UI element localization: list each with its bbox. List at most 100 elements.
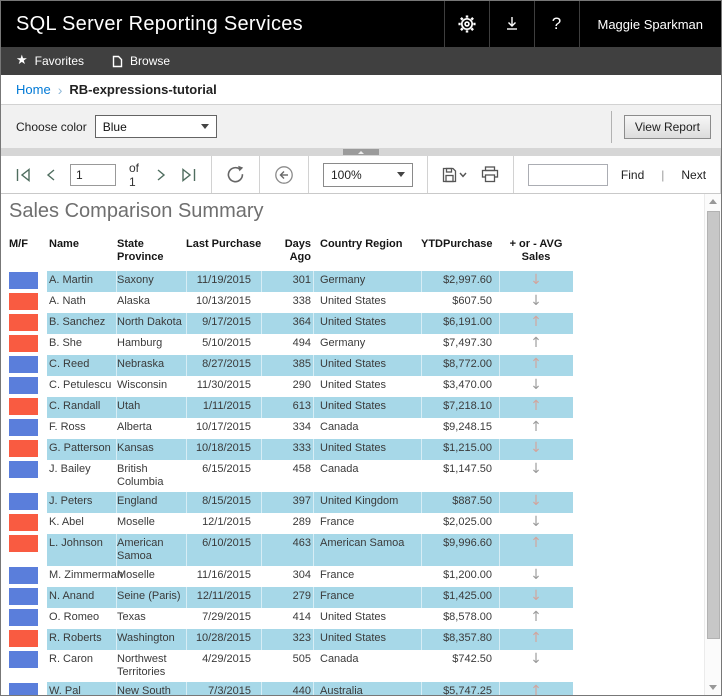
scroll-up-button[interactable] — [705, 194, 722, 209]
refresh-icon[interactable] — [226, 165, 245, 184]
state-cell: Moselle — [117, 569, 155, 581]
gender-cell — [9, 513, 47, 534]
days-ago-cell: 397 — [261, 492, 313, 513]
down-arrow-icon: ↓ — [530, 440, 542, 456]
row-band: B. She Hamburg 5/10/2015 494 Germany $7,497.3… — [47, 334, 573, 355]
vertical-scrollbar[interactable] — [704, 194, 721, 695]
row-band: G. Patterson Kansas 10/18/2015 333 United St… — [47, 439, 573, 460]
first-page-button[interactable] — [15, 167, 32, 182]
up-arrow-icon: ↑ — [530, 609, 542, 625]
blue-swatch — [9, 588, 38, 605]
download-button[interactable] — [488, 1, 534, 47]
column-header-ytd: YTDPurchase — [421, 238, 493, 250]
days-ago-cell: 290 — [292, 379, 311, 391]
last-purchase-cell: 10/13/2015 — [195, 295, 251, 307]
column-header-days-ago: Days Ago — [284, 238, 311, 263]
find-text-input[interactable] — [527, 163, 608, 186]
row-band: R. Caron Northwest Territories 4/29/2015 50… — [47, 650, 573, 682]
trend-cell: ↓ — [499, 292, 573, 313]
table-row: C. Randall Utah 1/11/2015 613 United States $… — [9, 397, 696, 418]
parameter-splitter — [1, 148, 721, 156]
last-purchase-cell: 8/15/2015 — [186, 492, 261, 513]
days-ago-cell: 505 — [292, 653, 311, 665]
ytd-purchase-cell: $1,147.50 — [443, 463, 492, 475]
help-button[interactable]: ? — [533, 1, 579, 47]
tab-browse[interactable]: Browse — [112, 54, 170, 68]
row-band: A. Nath Alaska 10/13/2015 338 United States $… — [47, 292, 573, 313]
previous-page-button[interactable] — [45, 168, 57, 182]
ytd-purchase-cell: $1,215.00 — [421, 439, 499, 460]
ytd-purchase-cell: $7,218.10 — [421, 397, 499, 418]
country-cell: France — [320, 516, 355, 528]
days-ago-cell: 364 — [261, 313, 313, 334]
view-report-button[interactable]: View Report — [623, 114, 711, 139]
gender-cell — [9, 313, 47, 334]
gender-cell — [9, 650, 47, 682]
breadcrumb-home-link[interactable]: Home — [16, 82, 51, 97]
up-arrow-icon: ↑ — [530, 630, 542, 646]
row-band: K. Abel Moselle 12/1/2015 289 France $2,025.0… — [47, 513, 573, 534]
gender-cell — [9, 418, 47, 439]
days-ago-cell: 304 — [292, 569, 311, 581]
ytd-purchase-cell: $2,025.00 — [443, 516, 492, 528]
ytd-purchase-cell: $1,200.00 — [443, 569, 492, 581]
last-purchase-cell: 10/28/2015 — [186, 629, 261, 650]
page-count-label: of 1 — [129, 160, 140, 189]
current-page-input[interactable] — [70, 163, 116, 186]
table-row: R. Roberts Washington 10/28/2015 323 United … — [9, 629, 696, 650]
gear-icon — [457, 15, 476, 33]
scroll-down-button[interactable] — [705, 680, 722, 695]
state-cell: Northwest Territories — [117, 653, 167, 678]
trend-cell: ↓ — [499, 650, 573, 682]
column-header-country: Country Region — [320, 238, 403, 250]
collapse-parameters-handle[interactable] — [343, 149, 379, 155]
table-row: K. Abel Moselle 12/1/2015 289 France $2,025.0… — [9, 513, 696, 534]
state-cell: Nebraska — [116, 355, 186, 376]
down-arrow-icon: ↓ — [530, 377, 542, 393]
find-button[interactable]: Find — [620, 167, 645, 182]
color-select[interactable]: Blue — [94, 115, 217, 138]
down-arrow-icon: ↓ — [530, 493, 542, 509]
table-row: O. Romeo Texas 7/29/2015 414 United States $8… — [9, 608, 696, 629]
report-title: Sales Comparison Summary — [9, 200, 264, 222]
settings-button[interactable] — [443, 1, 489, 47]
breadcrumb: Home › RB-expressions-tutorial — [1, 75, 721, 104]
up-arrow-icon: ↑ — [530, 683, 542, 695]
zoom-group: 100% — [309, 156, 427, 193]
country-cell: Australia — [313, 682, 421, 695]
days-ago-cell: 613 — [261, 397, 313, 418]
trend-cell: ↑ — [499, 334, 573, 355]
column-header-state: State Province — [117, 238, 164, 263]
report-toolbar: of 1 — [1, 156, 721, 194]
print-button[interactable] — [481, 166, 499, 183]
up-arrow-icon: ↑ — [530, 335, 542, 351]
tab-favorites[interactable]: ★ Favorites — [16, 54, 84, 68]
ytd-purchase-cell: $1,425.00 — [421, 587, 499, 608]
back-to-parent-icon[interactable] — [274, 165, 294, 185]
back-group — [260, 156, 308, 193]
red-swatch — [9, 398, 38, 415]
name-cell: F. Ross — [49, 421, 86, 433]
scrollbar-thumb[interactable] — [706, 211, 720, 639]
blue-swatch — [9, 356, 38, 373]
up-arrow-icon: ↑ — [530, 419, 542, 435]
column-header-trend: + or - AVG Sales — [509, 238, 563, 263]
country-cell: United States — [313, 313, 421, 334]
user-menu[interactable]: Maggie Sparkman — [578, 1, 722, 47]
zoom-select[interactable]: 100% — [322, 162, 413, 187]
trend-cell: ↓ — [499, 376, 573, 397]
find-next-button[interactable]: Next — [681, 167, 707, 182]
row-band: B. Sanchez North Dakota 9/17/2015 364 United… — [47, 313, 573, 334]
last-purchase-cell: 12/1/2015 — [202, 516, 251, 528]
next-page-button[interactable] — [155, 168, 167, 182]
up-arrow-icon: ↑ — [530, 356, 542, 372]
chevron-up-icon — [358, 150, 364, 154]
save-export-button[interactable] — [442, 167, 468, 183]
state-cell: British Columbia — [117, 463, 164, 488]
favorites-label: Favorites — [34, 54, 85, 68]
gender-cell — [9, 292, 47, 313]
ytd-purchase-cell: $8,357.80 — [421, 629, 499, 650]
last-purchase-cell: 11/19/2015 — [186, 271, 261, 292]
name-cell: R. Caron — [49, 653, 94, 665]
last-page-button[interactable] — [180, 167, 197, 182]
